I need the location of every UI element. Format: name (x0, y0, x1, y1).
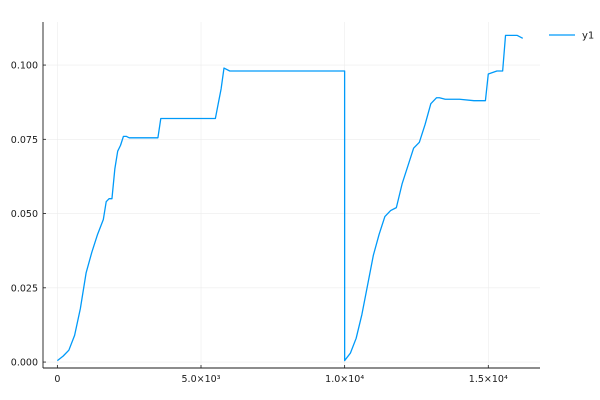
series-line-y1 (56, 34, 524, 362)
x-tick-label: 1.0×10⁴ (325, 374, 364, 385)
y-tick-label: 0.075 (11, 135, 38, 146)
tick-marks: 0 5.0×10³ 1.0×10⁴ 1.5×10⁴ 0.000 0.025 0.050 0.0… (11, 61, 508, 385)
axes (42, 22, 540, 369)
y-tick-label: 0.050 (11, 209, 38, 220)
y-tick-label: 0.025 (11, 283, 38, 294)
series-layer (56, 34, 524, 362)
x-tick-label: 1.5×10⁴ (469, 374, 508, 385)
legend[interactable]: y1 (549, 31, 594, 42)
x-tick-label: 0 (54, 374, 60, 385)
x-tick-label: 5.0×10³ (182, 374, 221, 385)
y-tick-label: 0.100 (11, 61, 38, 72)
legend-label-y1: y1 (582, 31, 594, 42)
y-tick-label: 0.000 (11, 358, 38, 369)
